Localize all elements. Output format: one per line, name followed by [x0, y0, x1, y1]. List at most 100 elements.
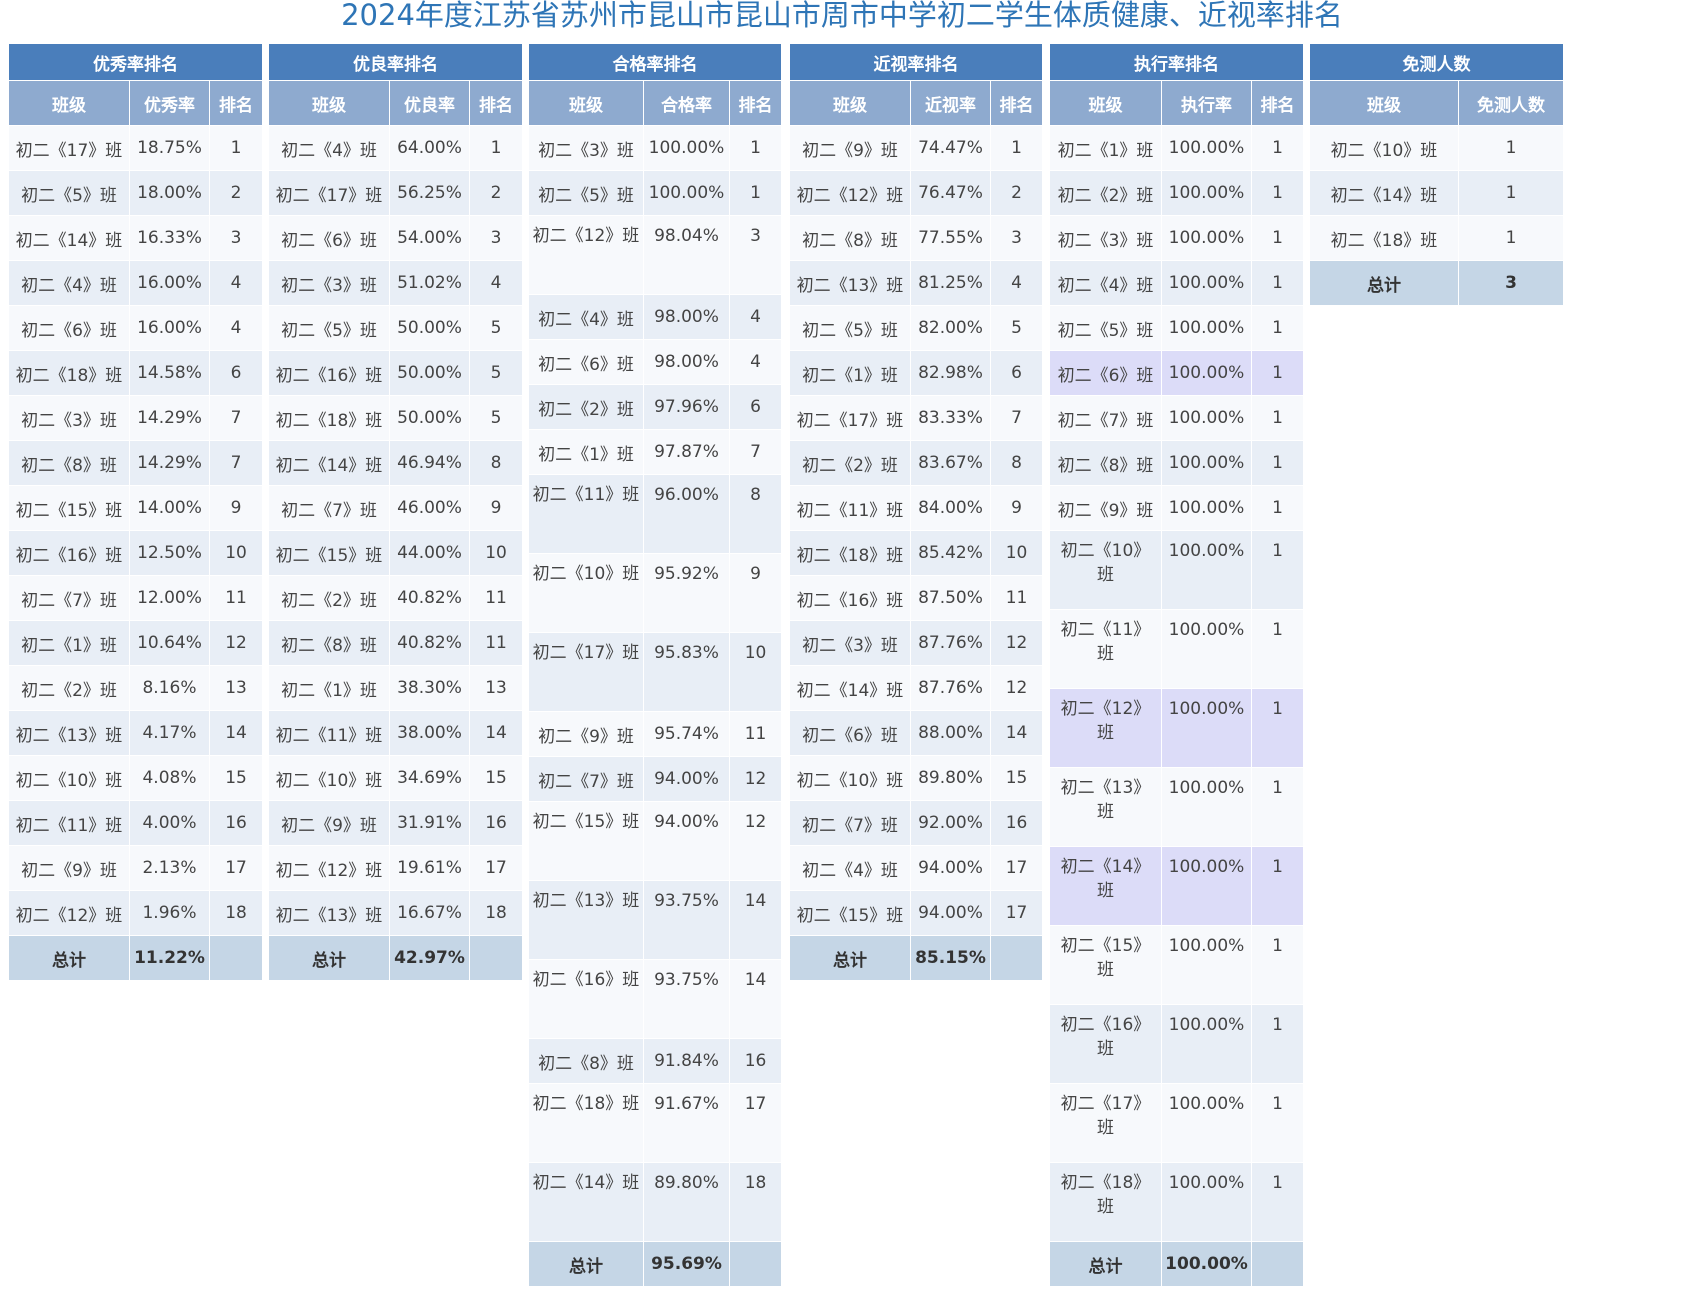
table-row: 初二《17》班 18.75% 1	[8, 125, 264, 171]
table-row: 初二《12》班 19.61% 17	[268, 845, 524, 891]
class-cell: 初二《11》班	[528, 474, 644, 554]
table-row: 初二《13》班 93.75% 14	[528, 880, 783, 960]
rank-cell: 5	[468, 395, 524, 441]
table-row: 初二《18》班 1	[1309, 215, 1564, 261]
rank-cell: 7	[989, 395, 1044, 441]
total-value: 100.00%	[1161, 1241, 1252, 1287]
class-cell: 初二《15》班	[268, 530, 390, 576]
value-cell: 81.25%	[910, 260, 991, 306]
column-header: 班级	[8, 80, 130, 126]
class-cell: 初二《7》班	[268, 485, 390, 531]
value-cell: 100.00%	[1161, 767, 1252, 847]
table-row: 初二《10》班 95.92% 9	[528, 553, 783, 633]
table-row: 初二《8》班 100.00% 1	[1049, 440, 1305, 486]
class-cell: 初二《16》班	[789, 575, 911, 621]
class-cell: 初二《1》班	[268, 665, 390, 711]
class-cell: 初二《7》班	[789, 800, 911, 846]
rank-cell: 6	[208, 350, 264, 396]
value-cell: 91.67%	[643, 1083, 730, 1163]
rank-cell: 6	[989, 350, 1044, 396]
table-row: 初二《7》班 94.00% 12	[528, 756, 783, 802]
rank-cell: 1	[1250, 485, 1305, 531]
table-row: 初二《17》班 100.00% 1	[1049, 1083, 1305, 1163]
class-cell: 初二《7》班	[528, 756, 644, 802]
class-cell: 初二《7》班	[1049, 395, 1162, 441]
class-cell: 初二《5》班	[8, 170, 130, 216]
class-cell: 初二《4》班	[268, 125, 390, 171]
total-value: 85.15%	[910, 935, 991, 981]
rank-cell: 1	[1250, 440, 1305, 486]
rank-cell: 1	[1250, 609, 1305, 689]
table-row: 初二《2》班 8.16% 13	[8, 665, 264, 711]
rank-cell: 4	[208, 260, 264, 306]
rank-cell: 3	[728, 215, 783, 295]
table-row: 初二《7》班 92.00% 16	[789, 800, 1044, 846]
table-row: 初二《1》班 100.00% 1	[1049, 125, 1305, 171]
execution-rate-ranking-table: 执行率排名 班级 执行率 排名 初二《1》班 100.00% 1 初二《2》班 100.00% 1…	[1048, 43, 1305, 1287]
table-row: 初二《8》班 14.29% 7	[8, 440, 264, 486]
rank-cell: 2	[208, 170, 264, 216]
table-heading: 执行率排名	[1048, 43, 1305, 81]
table-row: 初二《14》班 1	[1309, 170, 1564, 216]
value-cell: 95.92%	[643, 553, 730, 633]
table-row: 初二《15》班 44.00% 10	[268, 530, 524, 576]
total-value: 3	[1458, 260, 1564, 306]
table-row: 初二《14》班 46.94% 8	[268, 440, 524, 486]
table-row: 初二《12》班 98.04% 3	[528, 215, 783, 295]
rank-cell: 7	[728, 429, 783, 475]
rank-cell: 5	[468, 350, 524, 396]
class-cell: 初二《3》班	[268, 260, 390, 306]
table-row: 初二《3》班 51.02% 4	[268, 260, 524, 306]
class-cell: 初二《12》班	[8, 890, 130, 936]
table-row: 初二《9》班 95.74% 11	[528, 711, 783, 757]
rank-cell: 7	[208, 395, 264, 441]
rank-cell: 4	[208, 305, 264, 351]
rank-cell: 2	[468, 170, 524, 216]
class-cell: 初二《3》班	[8, 395, 130, 441]
rank-cell: 11	[468, 620, 524, 666]
class-cell: 初二《18》班	[8, 350, 130, 396]
value-cell: 93.75%	[643, 959, 730, 1039]
class-cell: 初二《10》班	[1309, 125, 1459, 171]
rank-cell: 1	[1250, 688, 1305, 768]
class-cell: 初二《12》班	[528, 215, 644, 295]
column-header: 执行率	[1161, 80, 1252, 126]
rank-cell: 17	[208, 845, 264, 891]
rank-cell: 8	[989, 440, 1044, 486]
value-cell: 87.76%	[910, 620, 991, 666]
rank-cell: 1	[1250, 170, 1305, 216]
class-cell: 初二《14》班	[1309, 170, 1459, 216]
class-cell: 初二《3》班	[1049, 215, 1162, 261]
table-row: 初二《13》班 16.67% 18	[268, 890, 524, 936]
rank-cell: 1	[1250, 530, 1305, 610]
value-cell: 1.96%	[129, 890, 210, 936]
table-row: 初二《11》班 100.00% 1	[1049, 609, 1305, 689]
rank-cell: 15	[208, 755, 264, 801]
rank-cell: 13	[468, 665, 524, 711]
value-cell: 84.00%	[910, 485, 991, 531]
total-value: 95.69%	[643, 1241, 730, 1287]
table-row: 初二《9》班 100.00% 1	[1049, 485, 1305, 531]
rank-cell: 1	[1250, 125, 1305, 171]
table-row: 初二《18》班 91.67% 17	[528, 1083, 783, 1163]
rank-cell: 1	[989, 125, 1044, 171]
rank-cell: 14	[989, 710, 1044, 756]
class-cell: 初二《11》班	[268, 710, 390, 756]
value-cell: 50.00%	[389, 350, 470, 396]
table-row: 初二《7》班 12.00% 11	[8, 575, 264, 621]
rank-cell: 5	[989, 305, 1044, 351]
rank-cell: 13	[208, 665, 264, 711]
value-cell: 10.64%	[129, 620, 210, 666]
table-row: 初二《13》班 100.00% 1	[1049, 767, 1305, 847]
rank-cell: 12	[989, 620, 1044, 666]
value-cell: 16.00%	[129, 260, 210, 306]
class-cell: 初二《14》班	[8, 215, 130, 261]
total-row: 总计 95.69%	[528, 1241, 783, 1287]
value-cell: 100.00%	[1161, 1162, 1252, 1242]
rank-cell: 9	[989, 485, 1044, 531]
class-cell: 初二《4》班	[1049, 260, 1162, 306]
class-cell: 初二《9》班	[1049, 485, 1162, 531]
value-cell: 96.00%	[643, 474, 730, 554]
class-cell: 初二《18》班	[1309, 215, 1459, 261]
class-cell: 初二《2》班	[789, 440, 911, 486]
